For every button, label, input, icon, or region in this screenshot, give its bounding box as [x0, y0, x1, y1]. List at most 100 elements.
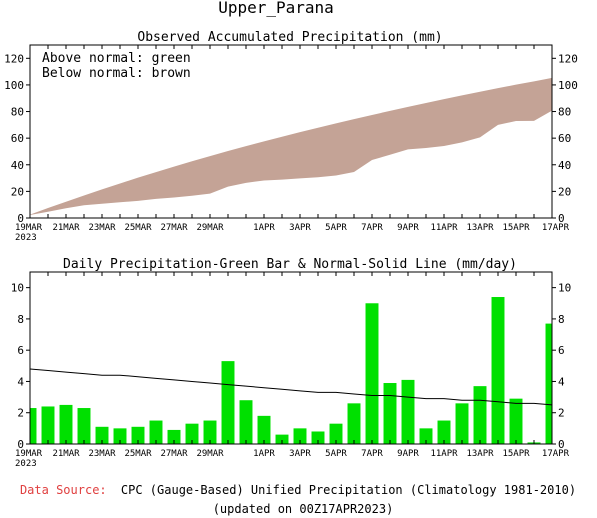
daily-bar [167, 429, 181, 444]
daily-xtick-label: 13APR [466, 449, 494, 459]
accumulated-chart: Observed Accumulated Precipitation (mm) … [4, 30, 578, 243]
daily-bar [77, 408, 91, 444]
daily-ytick-label-right: 6 [558, 344, 565, 357]
accumulated-ytick-label-right: 0 [558, 212, 565, 225]
accumulated-xtick-label: 25MAR [124, 223, 152, 233]
daily-bar [293, 428, 307, 444]
daily-ytick-label-right: 0 [558, 438, 565, 451]
accumulated-xtick-label: 5APR [325, 223, 347, 233]
daily-xtick-label: 11APR [430, 449, 458, 459]
accumulated-ytick-label-right: 60 [558, 132, 571, 145]
accumulated-ytick-label-left: 40 [11, 159, 24, 172]
daily-ytick-label-right: 4 [558, 375, 565, 388]
daily-bar [365, 303, 379, 444]
normal-line [29, 368, 553, 406]
daily-bar [545, 323, 552, 444]
daily-bar [311, 431, 325, 444]
daily-bar [455, 403, 469, 444]
accumulated-frame [29, 44, 553, 219]
daily-axes: 0 0 2 2 4 4 6 6 8 8 10 10 19MAR 21MAR 23MAR 25MAR 27MAR 2… [11, 271, 571, 469]
daily-bar [419, 428, 433, 444]
accumulated-chart-title: Observed Accumulated Precipitation (mm) [137, 30, 442, 45]
daily-xtick-label: 15APR [502, 449, 530, 459]
accumulated-ytick-label-left: 60 [11, 132, 24, 145]
daily-ytick-label-right: 8 [558, 313, 565, 326]
daily-bar [509, 398, 523, 444]
accumulated-ytick-label-right: 100 [558, 79, 578, 92]
daily-bar [185, 423, 199, 444]
legend-below-normal: Below normal: brown [42, 66, 191, 81]
daily-bar [257, 415, 271, 444]
accumulated-xtick-label: 9APR [397, 223, 419, 233]
daily-bar [473, 386, 487, 444]
daily-bar [383, 383, 397, 444]
accumulated-axes: 0 0 20 20 40 40 60 60 80 80 100 100 120 120 19MAR 21MAR… [4, 44, 578, 243]
accumulated-xtick-label: 11APR [430, 223, 458, 233]
daily-bar [275, 434, 289, 444]
data-source-text: CPC (Gauge-Based) Unified Precipitation … [121, 483, 576, 497]
accumulated-plot-area [30, 77, 552, 215]
daily-bar [491, 297, 505, 444]
accumulated-ytick-label-left: 0 [17, 212, 24, 225]
accumulated-xtick-label: 13APR [466, 223, 494, 233]
daily-xtick-label: 3APR [289, 449, 311, 459]
daily-bar [239, 400, 253, 444]
accumulated-ytick-label-right: 120 [558, 52, 578, 65]
daily-bar [347, 403, 361, 444]
accumulated-xtick-label: 7APR [361, 223, 383, 233]
accumulated-ytick-label-left: 80 [11, 106, 24, 119]
daily-ytick-label-left: 8 [17, 313, 24, 326]
accumulated-xtick-label: 21MAR [52, 223, 80, 233]
accumulated-xtick-label: 19MAR [15, 223, 43, 233]
accumulated-ytick-label-left: 20 [11, 185, 24, 198]
accumulated-xtick-label: 27MAR [160, 223, 188, 233]
accumulated-xtick-label: 29MAR [196, 223, 224, 233]
data-source-label: Data Source: [20, 483, 107, 497]
accumulated-ytick-label-right: 40 [558, 159, 571, 172]
accumulated-xtick-label: 17APR [542, 223, 570, 233]
daily-ytick-label-right: 10 [558, 282, 571, 295]
daily-ytick-label-left: 0 [17, 438, 24, 451]
legend-above-normal: Above normal: green [42, 51, 191, 66]
accumulated-ytick-label-right: 80 [558, 106, 571, 119]
daily-ytick-label-left: 6 [17, 344, 24, 357]
daily-plot-area [29, 297, 553, 444]
figure-title: Upper_Parana [218, 0, 334, 17]
daily-ytick-label-left: 2 [17, 407, 24, 420]
daily-ytick-label-right: 2 [558, 407, 565, 420]
daily-bar [203, 420, 217, 444]
daily-bar [95, 426, 109, 444]
daily-xtick-label: 1APR [253, 449, 275, 459]
daily-xtick-label: 5APR [325, 449, 347, 459]
daily-xtick-label: 21MAR [52, 449, 80, 459]
daily-bar [329, 423, 343, 444]
daily-xtick-label: 27MAR [160, 449, 188, 459]
accumulated-ytick-label-left: 100 [4, 79, 24, 92]
daily-bar [41, 406, 55, 444]
daily-year-label: 2023 [15, 459, 37, 469]
updated-text: (updated on 00Z17APR2023) [213, 502, 394, 516]
daily-chart-title: Daily Precipitation-Green Bar & Normal-S… [63, 257, 517, 272]
daily-ytick-label-left: 10 [11, 282, 24, 295]
accumulated-ytick-label-left: 120 [4, 52, 24, 65]
daily-xtick-label: 25MAR [124, 449, 152, 459]
daily-chart: Daily Precipitation-Green Bar & Normal-S… [11, 257, 572, 469]
daily-bar [221, 361, 235, 444]
daily-ytick-label-left: 4 [17, 375, 24, 388]
daily-bar [149, 420, 163, 444]
daily-xtick-label: 17APR [542, 449, 570, 459]
daily-bar [131, 426, 145, 444]
daily-xtick-label: 7APR [361, 449, 383, 459]
below-normal-area [30, 77, 552, 215]
daily-bar [401, 379, 415, 444]
daily-bar [113, 428, 127, 444]
data-source-line: Data Source: CPC (Gauge-Based) Unified P… [20, 483, 576, 497]
accumulated-xtick-label: 15APR [502, 223, 530, 233]
accumulated-year-label: 2023 [15, 233, 37, 243]
daily-xtick-label: 9APR [397, 449, 419, 459]
daily-frame [29, 271, 553, 445]
daily-xtick-label: 29MAR [196, 449, 224, 459]
accumulated-xtick-label: 1APR [253, 223, 275, 233]
daily-bar [30, 408, 37, 444]
